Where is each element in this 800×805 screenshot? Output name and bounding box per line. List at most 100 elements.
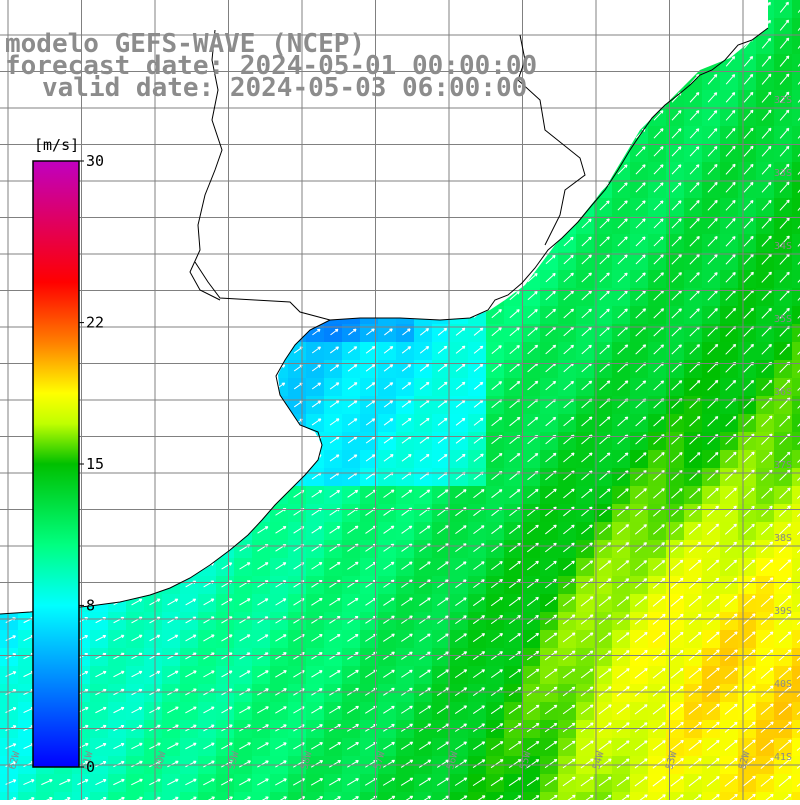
wind-arrow xyxy=(95,634,107,642)
wind-arrow xyxy=(419,381,430,390)
wind-arrow xyxy=(706,685,720,697)
wind-arrow xyxy=(328,778,341,786)
wind-arrow xyxy=(761,109,772,121)
field-cell xyxy=(792,126,800,144)
wind-arrow xyxy=(706,667,720,679)
title-model: modelo GEFS-WAVE (NCEP) xyxy=(5,29,365,59)
wind-arrow xyxy=(796,585,800,589)
wind-arrow xyxy=(670,739,684,751)
wind-arrow xyxy=(383,346,394,354)
wind-arrow xyxy=(706,758,720,769)
field-cell xyxy=(792,36,800,54)
wind-arrow xyxy=(563,416,575,427)
wind-arrow xyxy=(634,578,648,589)
wind-arrow xyxy=(580,776,594,787)
wind-arrow xyxy=(509,291,520,301)
field-cell xyxy=(792,144,800,162)
latitude-label: 41S xyxy=(774,752,792,763)
wind-arrow xyxy=(707,217,718,229)
colorbar-tick-label: 22 xyxy=(86,314,104,332)
field-cell xyxy=(792,558,800,576)
latitude-label: 40S xyxy=(774,679,792,690)
wind-arrow xyxy=(616,776,630,787)
wind-arrow xyxy=(778,631,792,643)
wind-arrow xyxy=(508,759,522,769)
colorbar-tick-label: 8 xyxy=(86,596,95,614)
colorbar-ticks: 30 22 15 8 0 xyxy=(79,152,104,776)
wind-arrow xyxy=(491,561,503,571)
wind-arrow xyxy=(490,705,504,715)
wind-arrow xyxy=(347,418,358,426)
field-cell xyxy=(792,414,800,432)
wind-arrow xyxy=(185,742,197,750)
wind-arrow xyxy=(312,328,321,336)
wind-arrow xyxy=(59,779,71,786)
wind-arrow xyxy=(760,703,774,715)
wind-arrow xyxy=(490,723,504,733)
wind-arrow xyxy=(706,631,720,643)
wind-arrow xyxy=(706,739,720,751)
wind-arrow xyxy=(346,705,359,714)
wind-arrow xyxy=(544,758,558,769)
wind-arrow xyxy=(707,181,718,193)
wind-arrow xyxy=(689,200,700,211)
wind-arrow xyxy=(257,670,269,678)
wind-arrow xyxy=(670,577,684,589)
wind-arrow xyxy=(311,597,323,606)
wind-arrow xyxy=(401,561,413,570)
wind-arrow xyxy=(455,615,467,625)
wind-arrow xyxy=(599,236,610,247)
wind-arrow xyxy=(652,631,666,643)
wind-arrow xyxy=(167,706,179,714)
field-cell xyxy=(792,342,800,360)
wind-arrow xyxy=(95,706,107,714)
wind-arrow xyxy=(419,597,431,606)
wind-arrow xyxy=(5,761,17,767)
wind-arrow xyxy=(383,400,394,408)
wind-arrow xyxy=(707,343,719,355)
wind-arrow xyxy=(509,380,521,391)
wind-arrow xyxy=(616,704,630,715)
wind-arrow xyxy=(472,705,485,714)
title-forecast-date: forecast date: 2024-05-01 00:00:00 xyxy=(5,51,537,81)
wind-arrow xyxy=(724,487,737,499)
wind-arrow xyxy=(490,669,503,679)
longitude-label: 54W xyxy=(591,750,607,771)
wind-arrow xyxy=(634,506,647,517)
wind-arrow xyxy=(581,344,592,355)
wind-arrow xyxy=(653,200,664,211)
wind-arrow xyxy=(581,308,592,319)
wind-arrow xyxy=(670,685,684,697)
wind-arrow xyxy=(653,128,664,139)
wind-arrow xyxy=(725,92,736,103)
wind-arrow xyxy=(472,597,485,607)
wind-arrow xyxy=(436,669,450,678)
wind-arrow xyxy=(384,328,393,336)
wind-arrow xyxy=(544,668,558,679)
wind-arrow xyxy=(491,489,503,499)
wind-arrow xyxy=(419,489,431,498)
wind-arrow xyxy=(455,561,467,570)
wind-arrow xyxy=(329,525,341,534)
wind-arrow xyxy=(275,526,287,534)
wind-arrow xyxy=(437,363,448,372)
wind-arrow xyxy=(131,778,143,786)
wind-arrow xyxy=(311,526,323,534)
wind-arrow xyxy=(580,542,593,553)
wind-arrow xyxy=(581,218,592,229)
wind-arrow xyxy=(778,775,792,787)
wind-arrow xyxy=(402,328,411,336)
wind-arrow xyxy=(419,363,430,372)
wind-arrow xyxy=(419,525,431,534)
wind-arrow xyxy=(508,560,521,571)
wind-arrow xyxy=(490,741,504,751)
field-cell xyxy=(792,468,800,486)
wind-arrow xyxy=(742,595,756,607)
wind-arrow xyxy=(347,346,358,354)
wind-arrow xyxy=(796,729,800,733)
wind-arrow xyxy=(473,417,484,426)
wind-arrow xyxy=(688,595,702,607)
wind-arrow xyxy=(257,634,269,642)
wind-arrow xyxy=(311,724,323,732)
wind-arrow xyxy=(706,523,720,535)
